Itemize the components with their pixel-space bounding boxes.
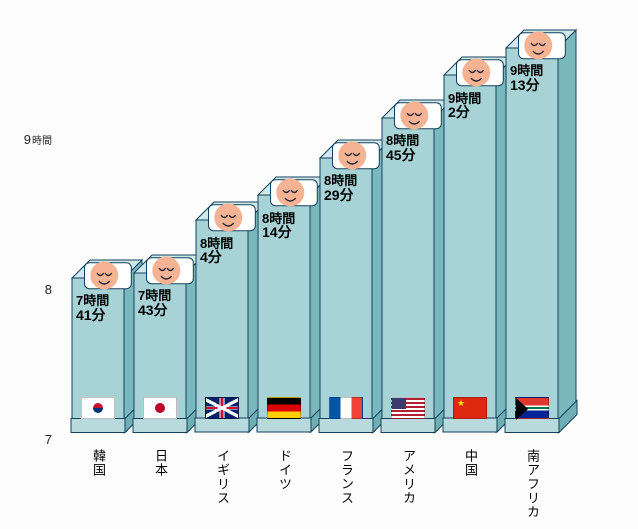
y-tick-value: 7 — [45, 432, 52, 447]
value-hours: 8時間 — [324, 174, 357, 188]
x-axis-label: 南アフリカ — [526, 449, 539, 519]
x-axis-label: 中国 — [464, 449, 477, 477]
x-axis-label: 日本 — [154, 449, 167, 477]
value-minutes: 4分 — [200, 250, 233, 265]
value-minutes: 45分 — [386, 148, 419, 163]
x-axis-label: 韓国 — [92, 449, 105, 477]
value-label: 9時間13分 — [510, 64, 543, 92]
value-hours: 9時間 — [510, 64, 543, 78]
value-label: 8時間4分 — [200, 237, 233, 265]
flag-jpn — [143, 397, 177, 419]
value-minutes: 2分 — [448, 105, 481, 120]
value-minutes: 29分 — [324, 188, 357, 203]
value-label: 7時間43分 — [138, 289, 171, 317]
y-tick-unit: 時間 — [32, 136, 52, 147]
flag-kor — [81, 397, 115, 419]
x-axis-label: アメリカ — [402, 449, 415, 505]
flag-fra — [329, 397, 363, 419]
value-minutes: 13分 — [510, 78, 543, 93]
value-hours: 7時間 — [76, 294, 109, 308]
flag-zaf — [515, 397, 549, 419]
x-axis-label: フランス — [340, 449, 353, 505]
y-tick-value: 9 — [24, 132, 31, 147]
value-hours: 9時間 — [448, 92, 481, 106]
value-minutes: 41分 — [76, 308, 109, 323]
y-axis-tick: 9時間 — [0, 132, 52, 147]
value-hours: 8時間 — [200, 237, 233, 251]
value-label: 8時間45分 — [386, 134, 419, 162]
sleep-duration-chart: 789時間 7時間41分韓国 7時間43分日本 8時間4分イギリス — [0, 0, 638, 529]
bar-zaf: 9時間13分 — [504, 438, 578, 439]
value-label: 7時間41分 — [76, 294, 109, 322]
value-minutes: 14分 — [262, 225, 295, 240]
flag-chn — [453, 397, 487, 419]
value-hours: 7時間 — [138, 289, 171, 303]
value-minutes: 43分 — [138, 303, 171, 318]
value-hours: 8時間 — [386, 134, 419, 148]
value-label: 9時間2分 — [448, 92, 481, 120]
flag-deu — [267, 397, 301, 419]
y-axis-tick: 7 — [0, 432, 52, 447]
x-axis-label: イギリス — [216, 449, 229, 505]
y-axis-tick: 8 — [0, 282, 52, 297]
value-label: 8時間29分 — [324, 174, 357, 202]
value-hours: 8時間 — [262, 212, 295, 226]
value-label: 8時間14分 — [262, 212, 295, 240]
flag-usa — [391, 397, 425, 419]
flag-gbr — [205, 397, 239, 419]
x-axis-label: ドイツ — [278, 449, 291, 491]
y-tick-value: 8 — [45, 282, 52, 297]
